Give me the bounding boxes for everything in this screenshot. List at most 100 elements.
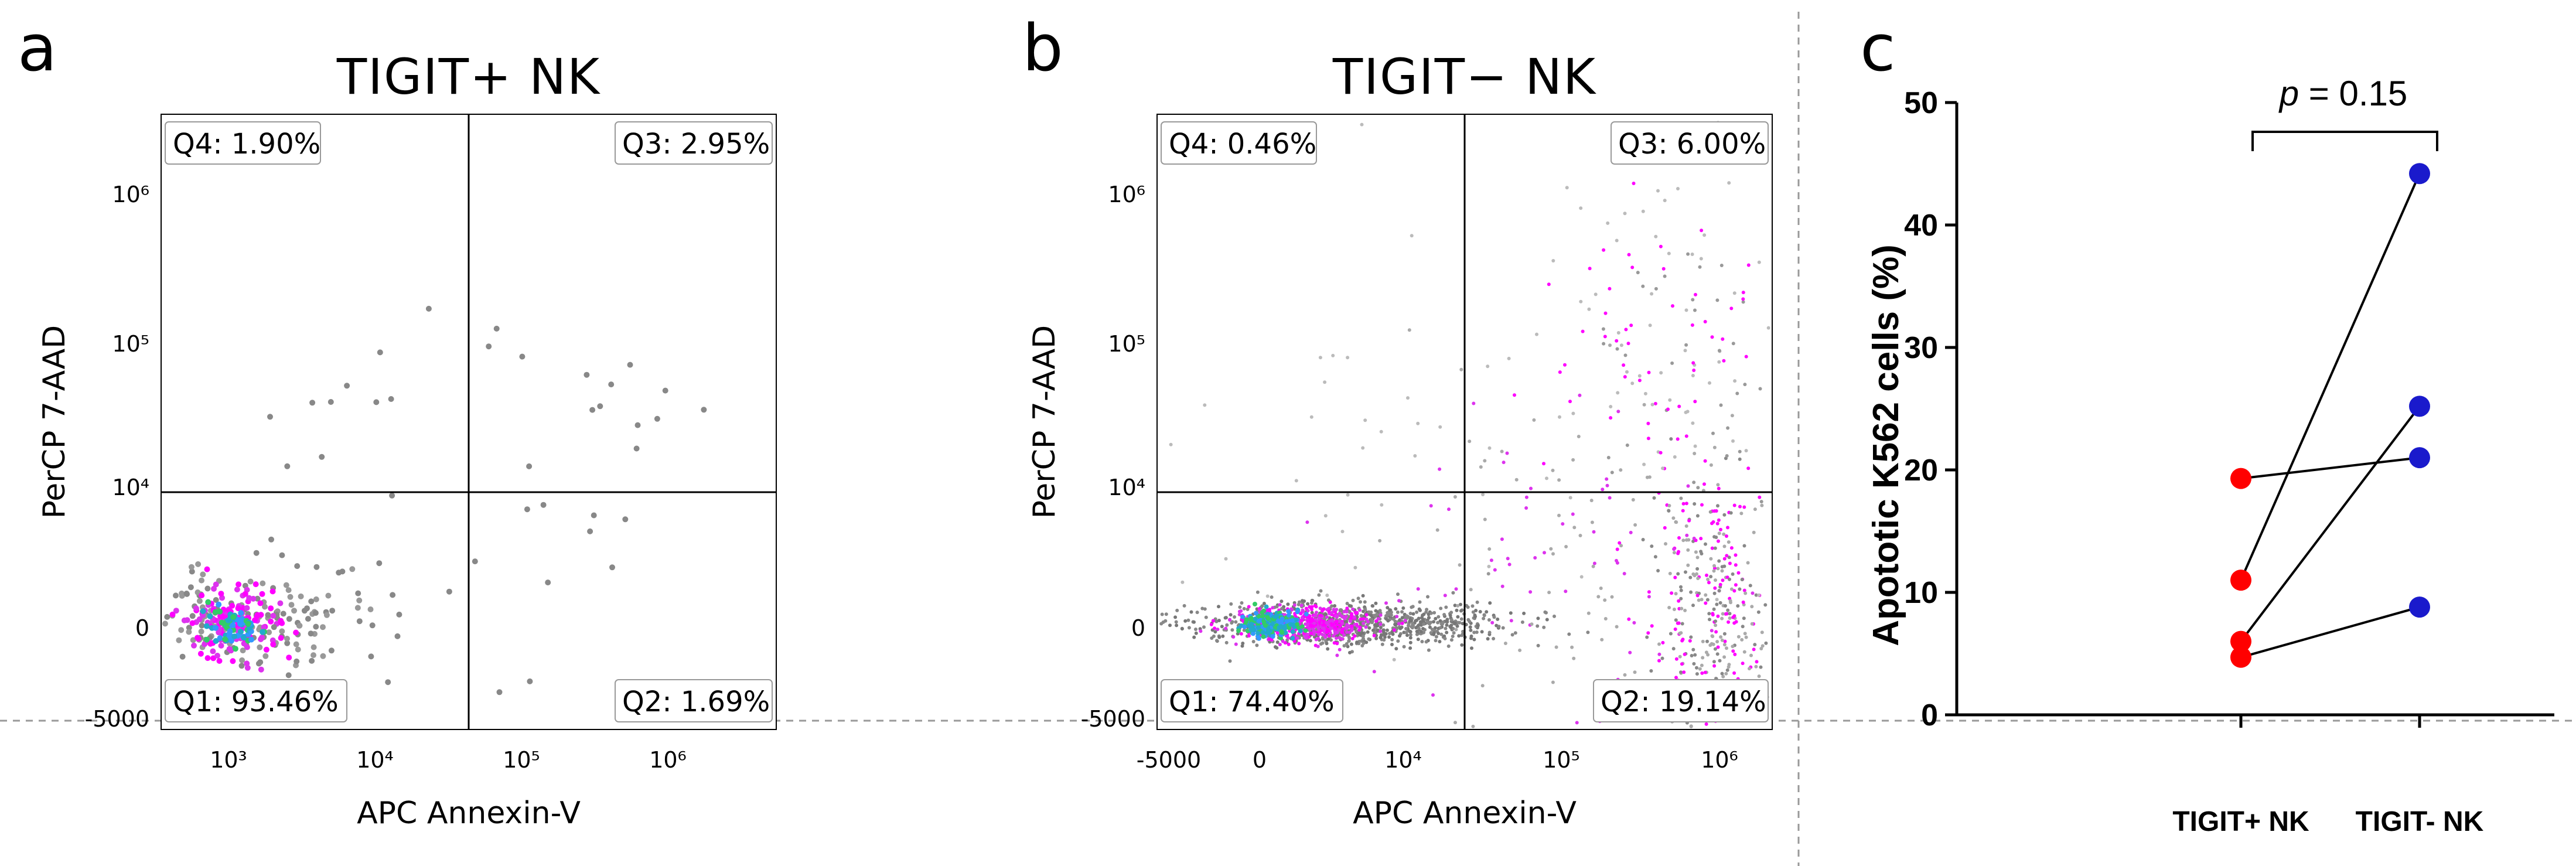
event-dot xyxy=(1453,495,1457,499)
event-dot xyxy=(1684,410,1688,414)
event-dot xyxy=(1301,608,1305,612)
event-dot xyxy=(1735,391,1739,396)
event-dot xyxy=(1695,555,1700,560)
event-dot xyxy=(1318,620,1322,625)
event-dot xyxy=(1444,626,1448,630)
event-dot xyxy=(1408,640,1412,645)
event-dot xyxy=(1738,504,1742,509)
event-dot xyxy=(1192,620,1196,624)
event-dot xyxy=(1390,637,1394,642)
event-dot xyxy=(634,422,641,428)
event-dot xyxy=(1590,520,1594,524)
pair-line xyxy=(2240,405,2421,642)
event-dot xyxy=(1589,499,1594,503)
event-dot xyxy=(1308,639,1312,643)
event-dot xyxy=(1722,655,1727,659)
event-dot xyxy=(1449,618,1454,622)
event-dot xyxy=(1708,381,1711,385)
event-dot xyxy=(1507,562,1512,567)
event-dot xyxy=(1705,639,1709,643)
event-dot xyxy=(162,620,168,627)
event-dot xyxy=(1434,639,1438,643)
event-dot xyxy=(1230,628,1234,632)
event-dot xyxy=(1215,639,1219,643)
event-dot xyxy=(1380,642,1384,646)
event-dot xyxy=(1400,616,1404,620)
event-dot xyxy=(377,349,383,356)
event-dot xyxy=(1741,662,1745,666)
event-dot xyxy=(1471,724,1475,728)
event-dot xyxy=(1705,598,1710,602)
event-dot xyxy=(1759,665,1763,669)
event-dot xyxy=(519,353,526,360)
event-dot xyxy=(1280,599,1284,604)
event-dot xyxy=(1472,630,1476,635)
event-dot xyxy=(1547,591,1551,595)
event-dot xyxy=(1220,625,1224,629)
event-dot xyxy=(1722,557,1727,561)
event-dot xyxy=(1605,477,1609,481)
event-dot xyxy=(1715,298,1719,302)
event-dot xyxy=(222,636,228,643)
event-dot xyxy=(584,371,590,378)
event-dot xyxy=(268,618,274,625)
event-dot xyxy=(1671,516,1676,520)
event-dot xyxy=(1432,620,1435,624)
event-dot xyxy=(1253,602,1257,606)
panel-c-y-axis-label: Apototic K562 cells (%) xyxy=(1866,244,1906,646)
event-dot xyxy=(1327,634,1331,638)
event-dot xyxy=(1641,538,1645,541)
event-dot xyxy=(1379,626,1383,629)
event-dot xyxy=(293,629,299,636)
event-dot xyxy=(1693,502,1697,506)
event-dot xyxy=(1603,598,1607,602)
event-dot xyxy=(1459,609,1463,613)
event-dot xyxy=(1295,622,1300,627)
event-dot xyxy=(1376,617,1380,620)
event-dot xyxy=(701,407,707,413)
event-dot xyxy=(1257,619,1261,624)
event-dot xyxy=(1340,637,1345,641)
event-dot xyxy=(325,592,332,599)
event-dot xyxy=(1310,611,1314,615)
event-dot xyxy=(1470,604,1475,608)
event-dot xyxy=(545,579,551,586)
event-dot xyxy=(1340,621,1345,625)
event-dot xyxy=(1445,618,1449,622)
event-dot xyxy=(1691,421,1695,425)
event-dot xyxy=(1727,181,1731,185)
event-dot xyxy=(1732,671,1736,675)
event-dot xyxy=(1487,630,1492,635)
event-dot xyxy=(257,600,264,606)
event-dot xyxy=(1355,640,1359,645)
event-dot xyxy=(1379,629,1383,633)
event-dot xyxy=(1738,587,1742,591)
event-dot xyxy=(1393,619,1397,623)
event-dot xyxy=(1202,625,1206,629)
event-dot xyxy=(179,653,186,660)
event-dot xyxy=(1564,589,1568,594)
event-dot xyxy=(1694,292,1697,296)
event-dot xyxy=(1757,260,1761,264)
event-dot xyxy=(1748,667,1751,671)
event-dot xyxy=(1353,622,1357,626)
event-dot xyxy=(1408,646,1412,650)
event-dot xyxy=(1748,584,1752,588)
event-dot xyxy=(1370,618,1374,622)
event-dot xyxy=(1742,588,1746,592)
event-dot xyxy=(1265,616,1271,621)
event-dot xyxy=(1293,617,1298,622)
event-dot xyxy=(1175,623,1179,628)
event-dot xyxy=(354,605,361,611)
event-dot xyxy=(1712,591,1717,595)
event-dot xyxy=(1568,496,1572,500)
event-dot xyxy=(1415,610,1419,614)
event-dot xyxy=(284,463,291,469)
event-dot xyxy=(1416,637,1420,642)
event-dot xyxy=(1678,654,1682,659)
event-dot xyxy=(1300,616,1304,620)
event-dot xyxy=(1330,611,1335,614)
event-dot xyxy=(196,616,203,622)
y-tick-label: 10⁵ xyxy=(1108,331,1145,357)
event-dot xyxy=(1309,415,1313,419)
